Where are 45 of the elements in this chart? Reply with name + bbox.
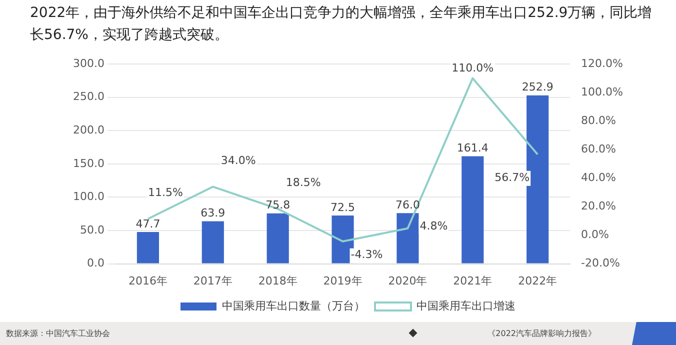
bar	[136, 232, 159, 264]
bar	[266, 213, 289, 264]
y2-tick-label: -20.0%	[581, 256, 620, 270]
legend-label: 中国乘用车出口增速	[416, 299, 516, 312]
data-label: 72.5	[330, 200, 356, 214]
y-tick-label: 0.0	[86, 256, 104, 270]
data-label: 161.4	[456, 142, 488, 155]
legend-label: 中国乘用车出口数量（万台）	[222, 299, 365, 312]
x-tick-label: 2020年	[388, 274, 428, 288]
source-note: 数据来源：中国汽车工业协会	[6, 328, 110, 339]
x-tick-label: 2018年	[258, 274, 298, 288]
y-tick-label: 100.0	[72, 190, 104, 204]
x-tick-label: 2022年	[518, 274, 558, 288]
data-label: 63.9	[200, 206, 226, 220]
y2-tick-label: 60.0%	[581, 142, 616, 156]
data-label: 252.9	[522, 80, 554, 94]
text: 《2022汽车品牌影响力报告》	[488, 328, 596, 339]
data-label: 11.5%	[148, 186, 183, 200]
data-label: 34.0%	[220, 154, 256, 168]
chart-title: 2022年，由于海外供给不足和中国车企出口竞争力的大幅增强，全年乘用车出口252.9万辆，同比增长56.7%，实现了跨越式突破。	[30, 4, 653, 45]
y2-tick-label: 100.0%	[581, 85, 624, 98]
x-tick-label: 2017年	[193, 274, 232, 288]
y2-tick-label: 40.0%	[581, 171, 616, 184]
data-label: 75.8	[266, 198, 290, 212]
data-label: 47.7	[136, 217, 160, 230]
data-label: 4.8%	[420, 219, 448, 232]
data-label: -4.3%	[350, 248, 383, 261]
y-tick-label: 300.0	[72, 56, 104, 70]
y-tick-label: 150.0	[72, 156, 104, 170]
y-tick-label: 50.0	[80, 223, 104, 236]
x-tick-label: 2021年	[453, 274, 492, 288]
y-tick-label: 200.0	[72, 123, 104, 136]
y2-tick-label: 0.0%	[581, 228, 610, 242]
y2-tick-label: 20.0%	[581, 200, 616, 213]
y2-tick-label: 80.0%	[581, 114, 616, 127]
x-tick-label: 2016年	[128, 274, 168, 288]
bar	[462, 156, 484, 264]
x-tick-label: 2019年	[323, 274, 362, 288]
data-label: 18.5%	[286, 176, 321, 190]
data-label: 56.7%	[494, 171, 530, 184]
bar	[396, 213, 419, 264]
bar	[202, 221, 224, 264]
y2-tick-label: 120.0%	[581, 56, 624, 70]
y-tick-label: 250.0	[72, 90, 104, 104]
data-label: 110.0%	[452, 62, 494, 75]
